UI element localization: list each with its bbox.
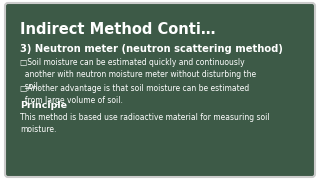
Text: Indirect Method Conti…: Indirect Method Conti… (20, 22, 215, 37)
Text: Principle: Principle (20, 101, 67, 110)
Text: □Another advantage is that soil moisture can be estimated
  from large volume of: □Another advantage is that soil moisture… (20, 84, 249, 105)
Text: □Soil moisture can be estimated quickly and continuously
  another with neutron : □Soil moisture can be estimated quickly … (20, 58, 256, 91)
Text: This method is based use radioactive material for measuring soil
moisture.: This method is based use radioactive mat… (20, 113, 270, 134)
Text: 3) Neutron meter (neutron scattering method): 3) Neutron meter (neutron scattering met… (20, 44, 283, 54)
FancyBboxPatch shape (5, 3, 315, 177)
